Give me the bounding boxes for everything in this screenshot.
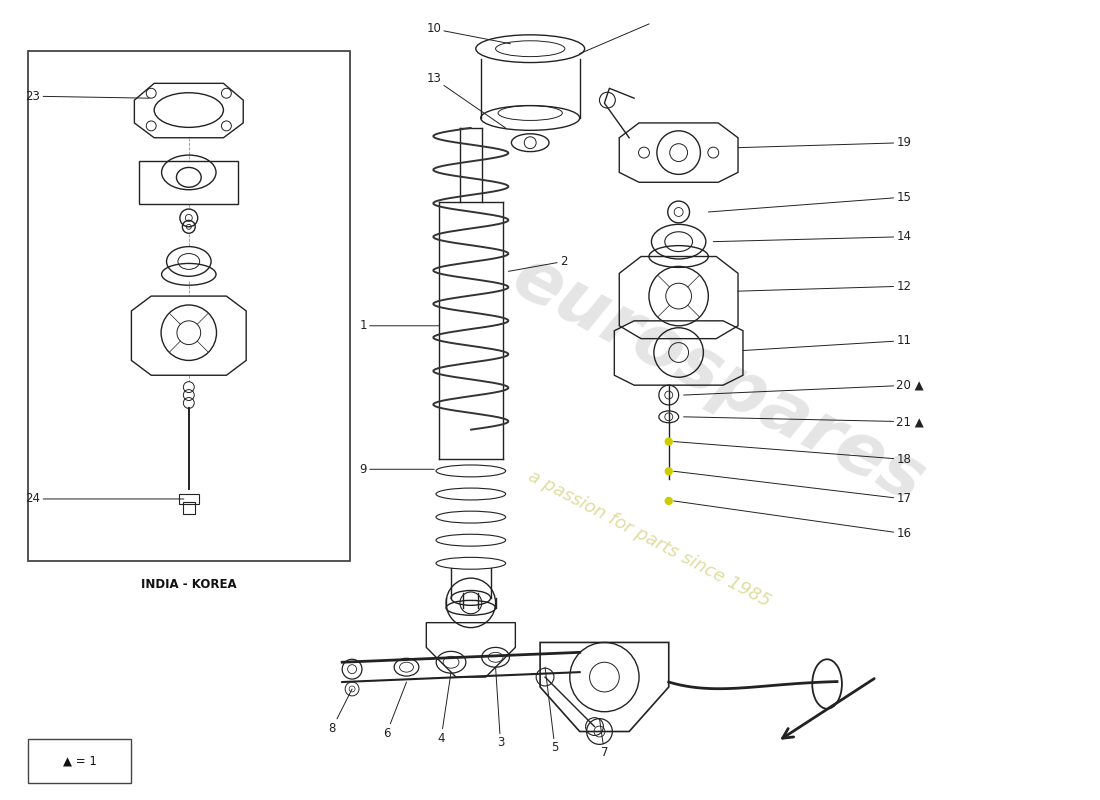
FancyBboxPatch shape (28, 50, 350, 562)
Text: 4: 4 (438, 672, 451, 745)
Text: 11: 11 (742, 334, 912, 350)
Text: 19: 19 (738, 136, 912, 150)
Text: 6: 6 (383, 682, 407, 739)
Text: 13: 13 (427, 72, 506, 128)
Text: 16: 16 (673, 501, 912, 540)
FancyBboxPatch shape (29, 739, 131, 783)
Text: a passion for parts since 1985: a passion for parts since 1985 (525, 466, 773, 610)
Text: 1: 1 (360, 319, 439, 332)
Text: 14: 14 (713, 230, 912, 243)
Text: 7: 7 (600, 718, 608, 759)
Text: 10: 10 (427, 22, 510, 44)
Text: 2: 2 (508, 255, 568, 271)
Circle shape (666, 498, 672, 505)
Text: 9: 9 (360, 462, 434, 476)
Text: 15: 15 (708, 190, 911, 212)
Text: 24: 24 (25, 493, 184, 506)
Text: 3: 3 (496, 667, 504, 750)
Text: 23: 23 (25, 90, 150, 102)
Bar (179, 494, 199, 504)
Circle shape (666, 468, 672, 474)
Text: 12: 12 (738, 280, 912, 293)
Text: 17: 17 (673, 471, 912, 506)
Circle shape (666, 438, 672, 445)
Text: 8: 8 (329, 689, 352, 734)
Text: 5: 5 (546, 667, 559, 754)
Bar (183, 502, 195, 514)
Text: eurospares: eurospares (500, 242, 936, 518)
Text: 21 ▲: 21 ▲ (683, 415, 924, 428)
Text: 20 ▲: 20 ▲ (683, 378, 924, 395)
Text: INDIA - KOREA: INDIA - KOREA (141, 578, 236, 591)
Text: ▲ = 1: ▲ = 1 (63, 754, 97, 768)
Text: 18: 18 (673, 442, 911, 466)
